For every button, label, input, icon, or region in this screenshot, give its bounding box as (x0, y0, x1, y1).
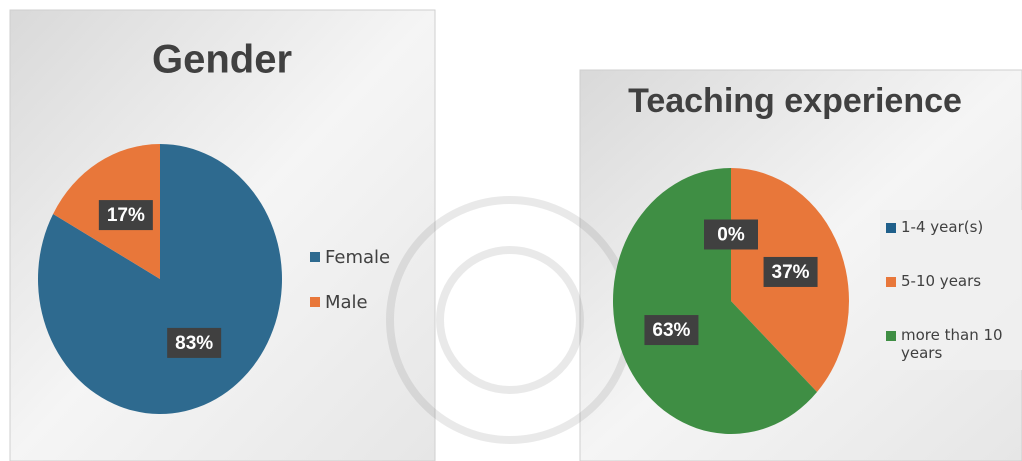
legend-swatch (886, 331, 896, 341)
data-label: 17% (107, 205, 145, 226)
data-label: 0% (717, 225, 745, 246)
legend: 1-4 year(s) 5-10 years more than 10 years (880, 210, 1022, 370)
legend-swatch (310, 297, 320, 307)
legend-swatch (886, 277, 896, 287)
legend-swatch (886, 223, 896, 233)
legend: Female Male (310, 247, 430, 313)
legend-label: 5-10 years (901, 272, 981, 290)
legend-item: Female (310, 247, 430, 268)
legend-swatch (310, 252, 320, 262)
data-label: 63% (652, 320, 690, 341)
chart-title: Teaching experience (628, 82, 962, 120)
legend-label: more than 10 years (901, 326, 1016, 362)
chart-canvas: Gender 83% 17% Teaching experience 0% 37% 63% (0, 0, 1022, 461)
legend-item: 5-10 years (886, 272, 1016, 290)
legend-item: more than 10 years (886, 326, 1016, 362)
legend-label: Female (325, 247, 390, 268)
legend-label: 1-4 year(s) (901, 218, 983, 236)
chart-title: Gender (152, 38, 292, 82)
data-label: 37% (772, 262, 810, 283)
data-label: 83% (175, 333, 213, 354)
page: {"chart_data": [ {"type": "pie", "title"… (0, 0, 1022, 461)
legend-item: 1-4 year(s) (886, 218, 1016, 236)
legend-label: Male (325, 292, 368, 313)
legend-item: Male (310, 292, 430, 313)
